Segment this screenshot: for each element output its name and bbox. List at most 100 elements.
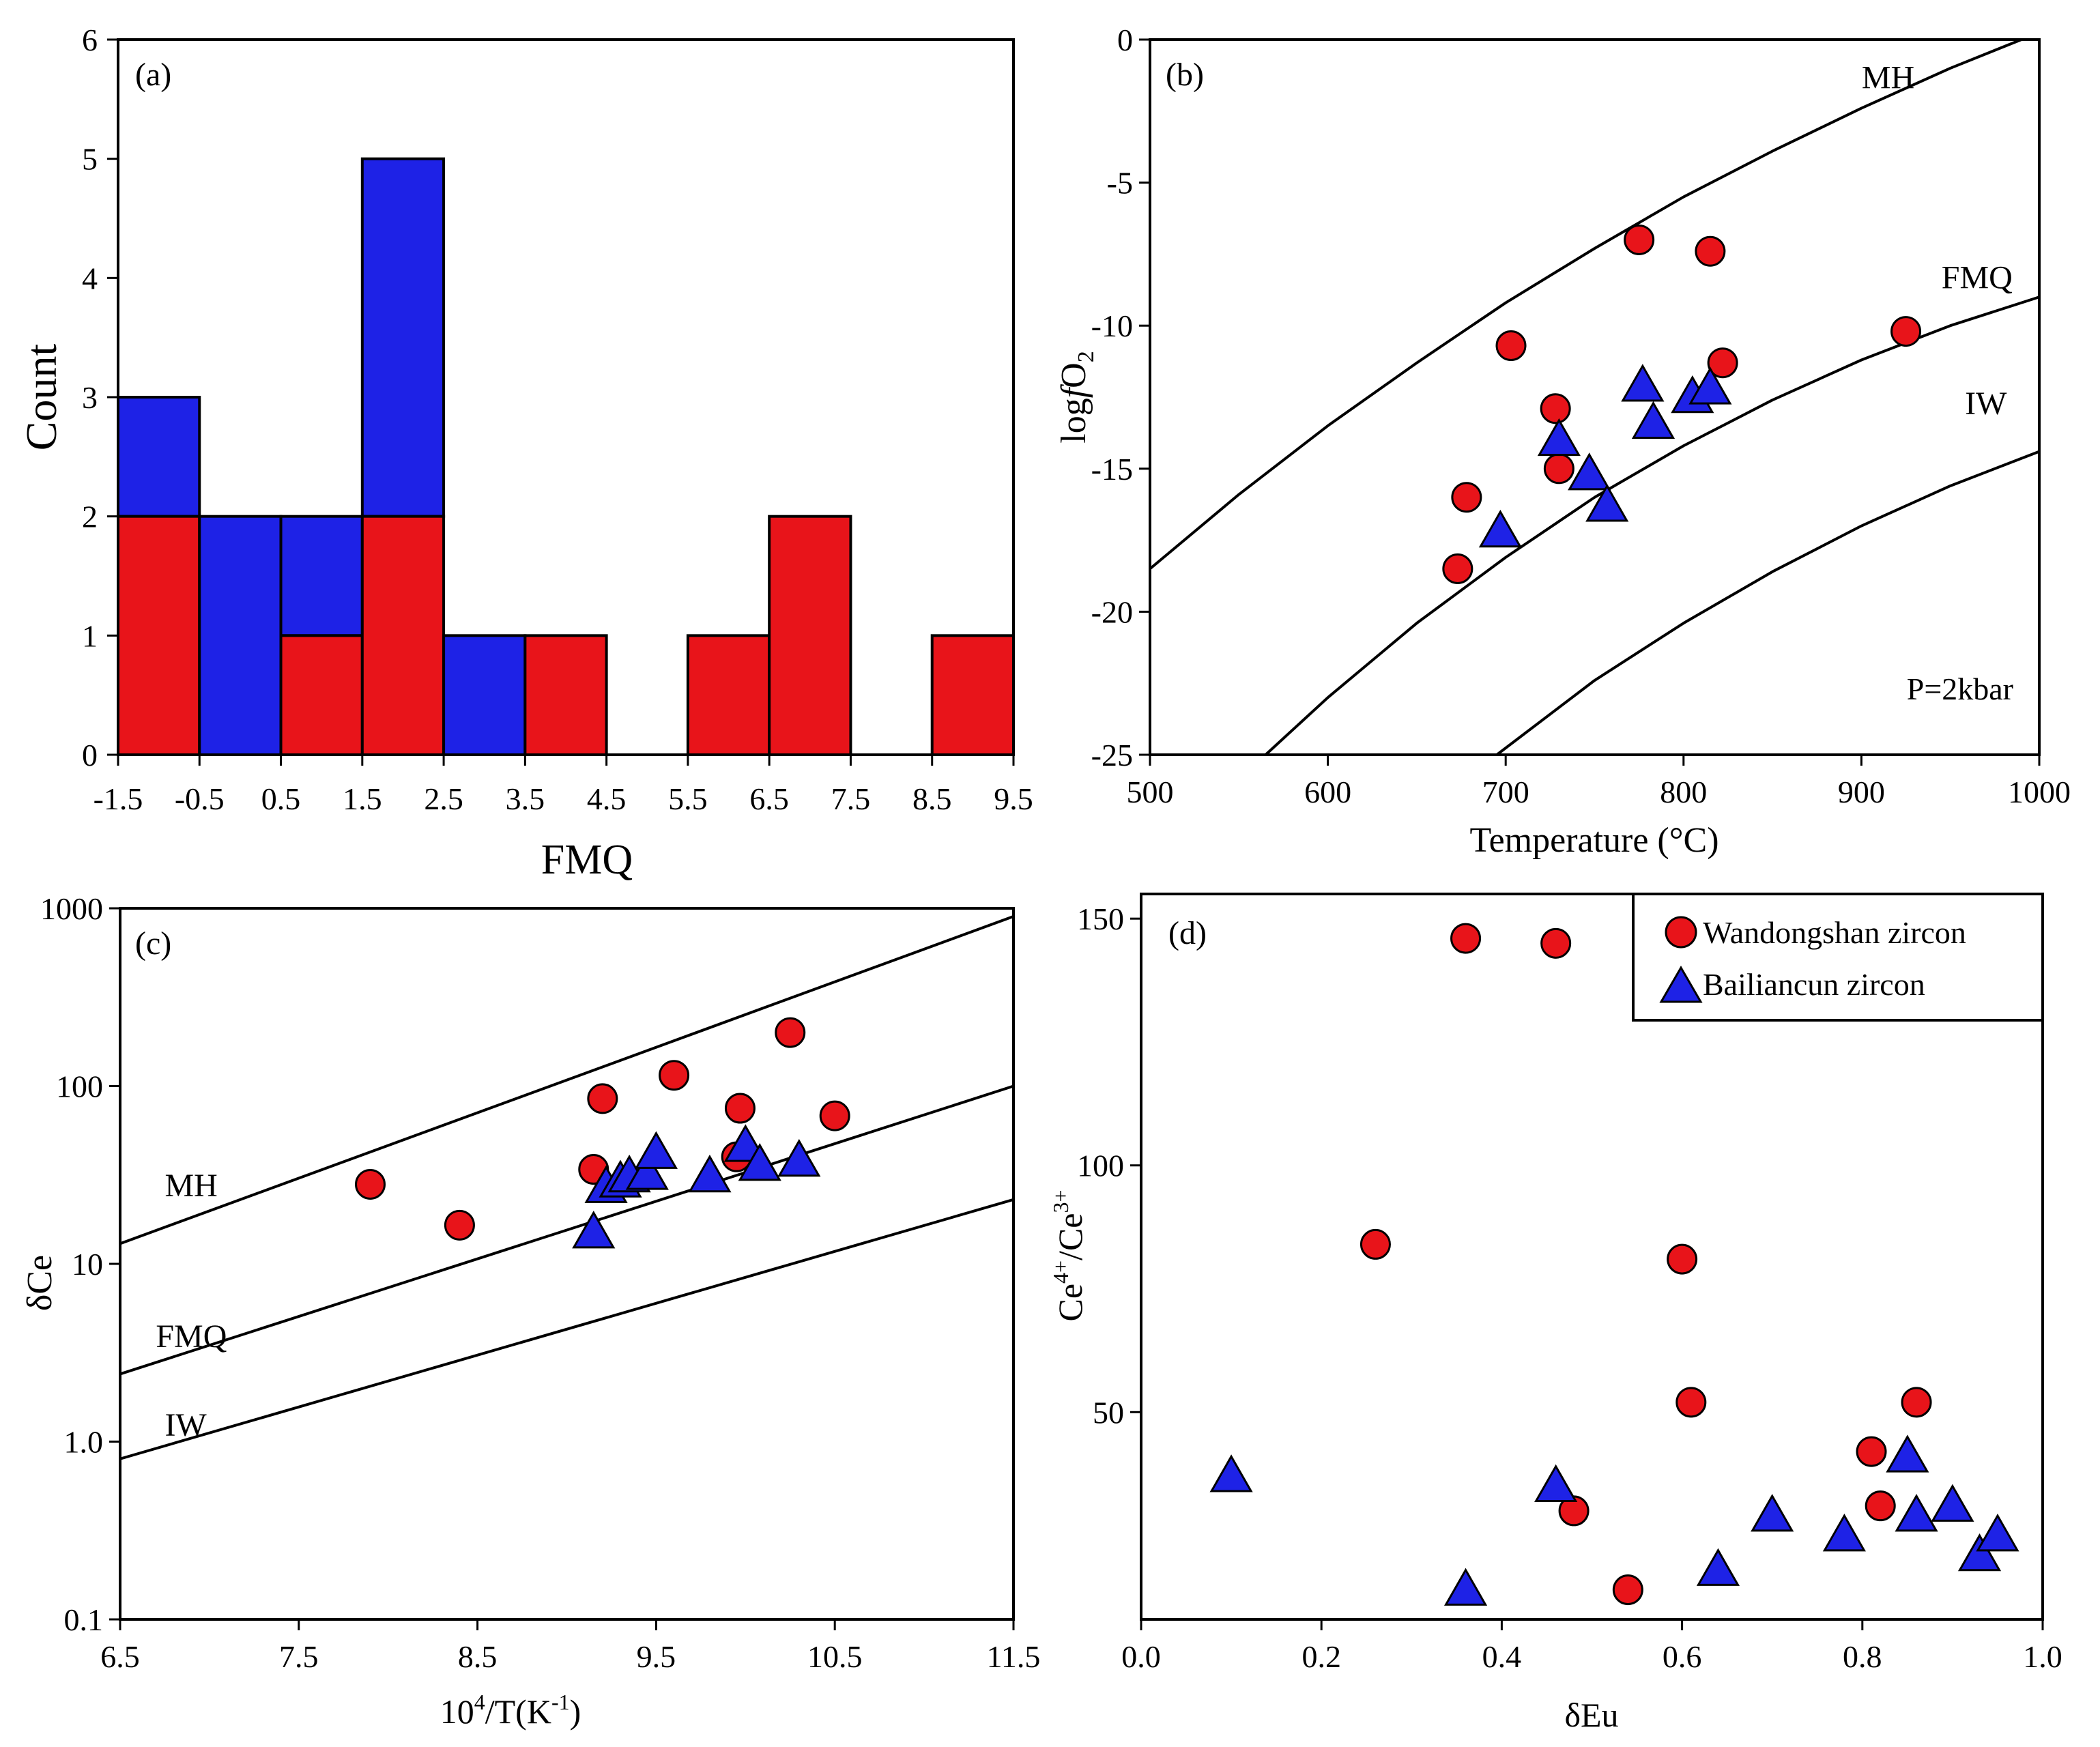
data-point-triangle <box>1585 484 1629 522</box>
panel-d-legend: Wandongshan zircon Bailiancun zircon <box>1632 893 2044 1022</box>
y-tick-label: 5 <box>82 142 98 177</box>
legend-label-wandongshan: Wandongshan zircon <box>1703 915 1966 950</box>
buffer-curve-iw <box>1495 450 2040 756</box>
data-point-triangle <box>688 1154 732 1193</box>
data-point-circle <box>355 1169 386 1200</box>
panel-a: (a) -1.5 -0.5 0.5 1.5 2.5 3.5 4.5 5.5 6.5 7.5 8.5 9… <box>17 23 1033 883</box>
panel-b-plot: MH FMQ IW <box>1149 38 2040 756</box>
data-point-circle <box>1890 316 1922 347</box>
panel-c-y-label: δCe <box>20 1255 59 1311</box>
data-point-triangle <box>1688 366 1732 405</box>
histogram-bar-red <box>279 634 364 756</box>
data-point-triangle <box>625 1152 669 1190</box>
histogram-bar-blue <box>360 157 446 518</box>
histogram-bar-blue <box>117 396 201 518</box>
y-tick-label: 2 <box>82 500 98 534</box>
histogram-bar-red <box>686 634 771 756</box>
x-tick-label: 5.5 <box>668 781 708 816</box>
data-point-circle <box>1450 923 1482 954</box>
x-tick-label: 500 <box>1127 775 1174 809</box>
panel-d-y-ticks: 50 100 150 <box>1077 901 1141 1430</box>
panel-b-y-label: logfO2 <box>1054 351 1099 443</box>
x-tick-label: 6.5 <box>100 1639 140 1674</box>
data-point-triangle <box>1537 418 1581 457</box>
data-point-circle <box>819 1100 850 1131</box>
y-tick-label: -10 <box>1091 308 1133 343</box>
panel-a-label: (a) <box>135 57 171 93</box>
data-point-circle <box>1451 482 1482 513</box>
panel-b-y-ticks: 0 -5 -10 -15 -20 -25 <box>1091 23 1150 773</box>
x-tick-label: 7.5 <box>279 1639 319 1674</box>
panel-b-annotation: P=2kbar <box>1907 672 2013 706</box>
panel-c-plot: MH FMQ IW <box>119 915 1014 1460</box>
panel-d-frame <box>1140 893 2044 1621</box>
buffer-label-fmq: FMQ <box>1942 260 2013 296</box>
y-tick-label: 1.0 <box>64 1425 104 1460</box>
y-tick-label: 0 <box>82 738 98 773</box>
legend-label-bailiancun: Bailiancun zircon <box>1703 967 1925 1002</box>
x-tick-label: 1.5 <box>343 781 382 816</box>
panel-a-y-label: Count <box>17 344 66 451</box>
data-point-circle <box>1495 330 1527 362</box>
buffer-line-iw <box>119 1198 1014 1460</box>
x-tick-label: 9.5 <box>637 1639 676 1674</box>
data-point-circle <box>659 1060 690 1091</box>
x-tick-label: 0.5 <box>261 781 301 816</box>
x-tick-label: 700 <box>1482 775 1529 809</box>
buffer-label-mh: MH <box>1862 59 1914 96</box>
buffer-label-iw: IW <box>1965 386 2007 422</box>
panel-d-x-ticks: 0.0 0.2 0.4 0.6 0.8 1.0 <box>1121 1619 2062 1674</box>
data-point-circle <box>1540 927 1572 959</box>
panel-a-y-ticks: 0 1 2 3 4 5 6 <box>82 23 118 773</box>
data-point-circle <box>1707 347 1738 379</box>
data-point-circle <box>1612 1574 1643 1606</box>
x-tick-label: 1.0 <box>2023 1639 2062 1674</box>
data-point-triangle <box>1931 1484 1974 1522</box>
legend-triangle-marker <box>1659 966 1703 1003</box>
y-tick-label: 0.1 <box>64 1602 104 1637</box>
panel-a-plot <box>117 157 1016 757</box>
data-point-circle <box>1856 1436 1887 1467</box>
buffer-label-fmq: FMQ <box>156 1318 227 1355</box>
panel-c-y-ticks: 0.1 1.0 10 100 1000 <box>40 891 120 1637</box>
x-tick-label: 0.8 <box>1843 1639 1882 1674</box>
data-point-circle <box>587 1083 618 1114</box>
panel-d-plot <box>1209 923 2019 1606</box>
panel-d: (d) 0.0 0.2 0.4 0.6 0.8 1.0 50 100 150 δEu Ce4+… <box>1048 893 2062 1734</box>
x-tick-label: 8.5 <box>912 781 952 816</box>
panel-c-x-label: 104/T(K-1) <box>440 1690 581 1731</box>
x-tick-label: 900 <box>1838 775 1885 809</box>
data-point-triangle <box>1696 1548 1740 1586</box>
data-point-circle <box>1624 224 1655 255</box>
x-tick-label: 0.4 <box>1482 1639 1522 1674</box>
x-tick-label: 3.5 <box>506 781 545 816</box>
legend-box <box>1632 893 2044 1022</box>
data-point-triangle <box>1443 1568 1488 1606</box>
panel-c-label: (c) <box>135 925 171 962</box>
y-tick-label: 1 <box>82 618 98 653</box>
histogram-bar-red <box>360 515 446 757</box>
panel-d-label: (d) <box>1168 915 1207 951</box>
panel-b-x-ticks: 500 600 700 800 900 1000 <box>1127 755 2071 809</box>
x-tick-label: 9.5 <box>994 781 1033 816</box>
data-point-triangle <box>1534 1464 1578 1503</box>
data-point-circle <box>775 1017 806 1048</box>
data-point-circle <box>1667 1243 1698 1275</box>
x-tick-label: 0.2 <box>1301 1639 1341 1674</box>
x-tick-label: 1000 <box>2008 775 2071 809</box>
data-point-circle <box>1865 1490 1896 1522</box>
y-tick-label: -15 <box>1091 452 1133 487</box>
data-point-circle <box>1901 1387 1932 1418</box>
y-tick-label: 50 <box>1093 1395 1124 1430</box>
histogram-bar-red <box>117 515 201 757</box>
y-tick-label: 4 <box>82 261 98 295</box>
x-tick-label: 600 <box>1304 775 1351 809</box>
y-tick-label: -25 <box>1091 738 1133 773</box>
data-point-triangle <box>738 1143 781 1181</box>
x-tick-label: -0.5 <box>175 781 225 816</box>
x-tick-label: 0.6 <box>1663 1639 1702 1674</box>
x-tick-label: 4.5 <box>587 781 627 816</box>
data-point-triangle <box>1976 1514 2019 1552</box>
